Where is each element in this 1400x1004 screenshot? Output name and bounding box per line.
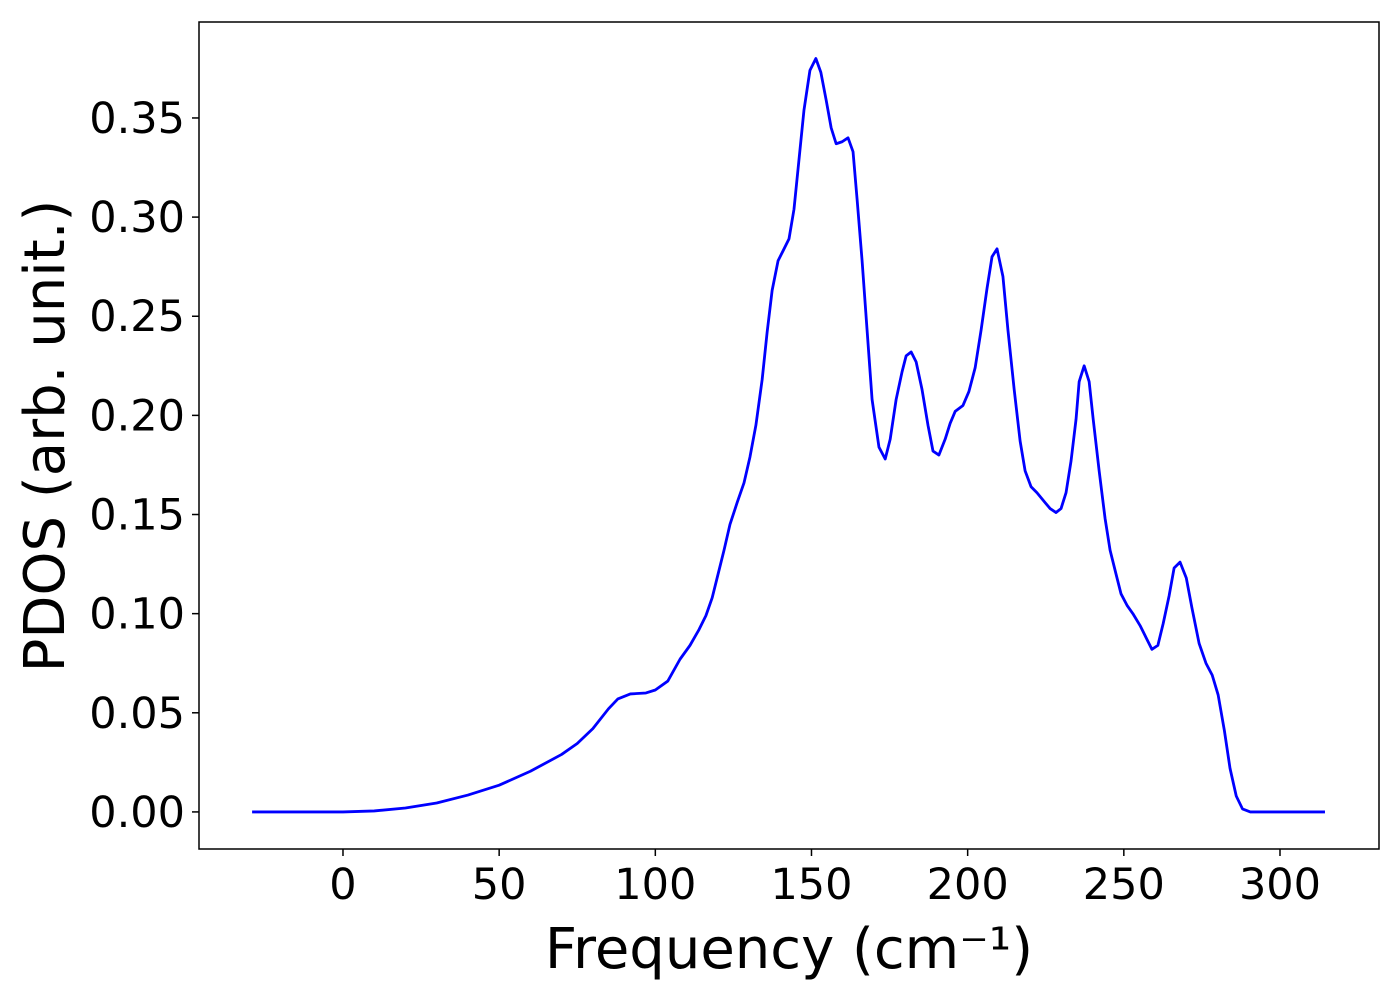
x-tick-label: 0 (329, 860, 356, 910)
x-tick-label: 250 (1083, 860, 1165, 910)
data-line (252, 57, 1325, 814)
x-tick-label: 50 (472, 860, 527, 910)
x-tick-label: 150 (770, 860, 852, 910)
x-tick-label: 200 (927, 860, 1009, 910)
y-axis-label: PDOS (arb. unit.) (13, 200, 78, 673)
x-axis-label: Frequency (cm⁻¹) (545, 917, 1033, 982)
plot-frame (198, 21, 1380, 850)
y-tick-label: 0.20 (89, 391, 185, 441)
y-tick-label: 0.25 (89, 292, 185, 342)
x-tick-label: 300 (1239, 860, 1321, 910)
y-tick-label: 0.00 (89, 788, 185, 838)
y-tick-label: 0.05 (89, 689, 185, 739)
y-tick-label: 0.30 (89, 193, 185, 243)
y-tick-label: 0.10 (89, 590, 185, 640)
y-tick-label: 0.15 (89, 491, 185, 541)
y-tick-label: 0.35 (89, 94, 185, 144)
x-tick-label: 100 (614, 860, 696, 910)
